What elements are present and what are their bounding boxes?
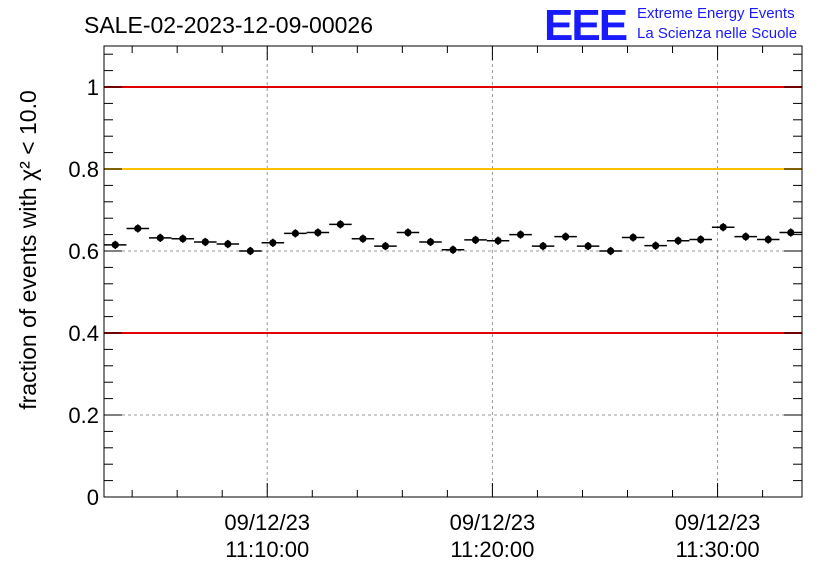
eee-logo-letters: EEE [544, 1, 627, 50]
data-point [194, 237, 217, 247]
y-tick-label: 0.8 [68, 157, 99, 182]
data-point [464, 235, 487, 245]
reference-lines [104, 86, 802, 334]
data-point [486, 236, 510, 245]
data-point [711, 223, 735, 232]
plot-frame [103, 45, 803, 498]
y-axis-ticks: 0 0.2 0.4 0.6 0.8 1 [68, 53, 802, 510]
y-tick-label: 0 [87, 485, 99, 510]
data-point [644, 241, 667, 250]
data-point [104, 240, 127, 249]
data-point [666, 236, 690, 245]
x-axis-ticks: 09/12/2311:10:0009/12/2311:20:0009/12/23… [131, 46, 764, 562]
data-point [149, 233, 172, 242]
data-point [599, 246, 622, 256]
x-tick-date: 09/12/23 [450, 510, 536, 535]
y-tick-label: 0.4 [68, 321, 99, 346]
data-point [126, 224, 150, 233]
data-point [306, 228, 330, 237]
data-point [509, 230, 532, 239]
data-point [216, 239, 240, 249]
data-point [441, 245, 465, 254]
data-point [531, 241, 555, 251]
y-tick-label: 1 [87, 75, 99, 100]
data-point [419, 237, 442, 247]
data-point [689, 235, 712, 244]
data-point [396, 228, 420, 237]
x-tick-time: 11:10:00 [225, 537, 309, 562]
data-point [261, 238, 285, 247]
data-point [734, 232, 757, 241]
data-point [351, 234, 375, 243]
data-point [374, 241, 397, 251]
x-tick-time: 11:20:00 [450, 537, 534, 562]
data-point [284, 229, 307, 238]
data-point [779, 228, 802, 237]
y-tick-label: 0.6 [68, 239, 99, 264]
data-point [756, 235, 780, 244]
data-point [239, 246, 262, 256]
eee-logo: EEE Extreme Energy Events La Scienza nel… [544, 1, 797, 50]
eee-logo-line2: La Scienza nelle Scuole [637, 25, 797, 42]
x-tick-date: 09/12/23 [675, 510, 761, 535]
grid-lines [104, 46, 802, 497]
y-tick-label: 0.2 [68, 403, 99, 428]
data-point [576, 241, 600, 251]
data-point [554, 232, 577, 241]
x-tick-time: 11:30:00 [676, 537, 760, 562]
eee-logo-line1: Extreme Energy Events [637, 5, 795, 22]
chart-title: SALE-02-2023-12-09-00026 [84, 12, 373, 38]
data-point [171, 234, 195, 243]
x-tick-date: 09/12/23 [224, 510, 310, 535]
data-point [329, 220, 352, 229]
data-points [104, 220, 802, 256]
y-axis-label: fraction of events with χ² < 10.0 [15, 90, 41, 410]
data-point [621, 233, 645, 242]
